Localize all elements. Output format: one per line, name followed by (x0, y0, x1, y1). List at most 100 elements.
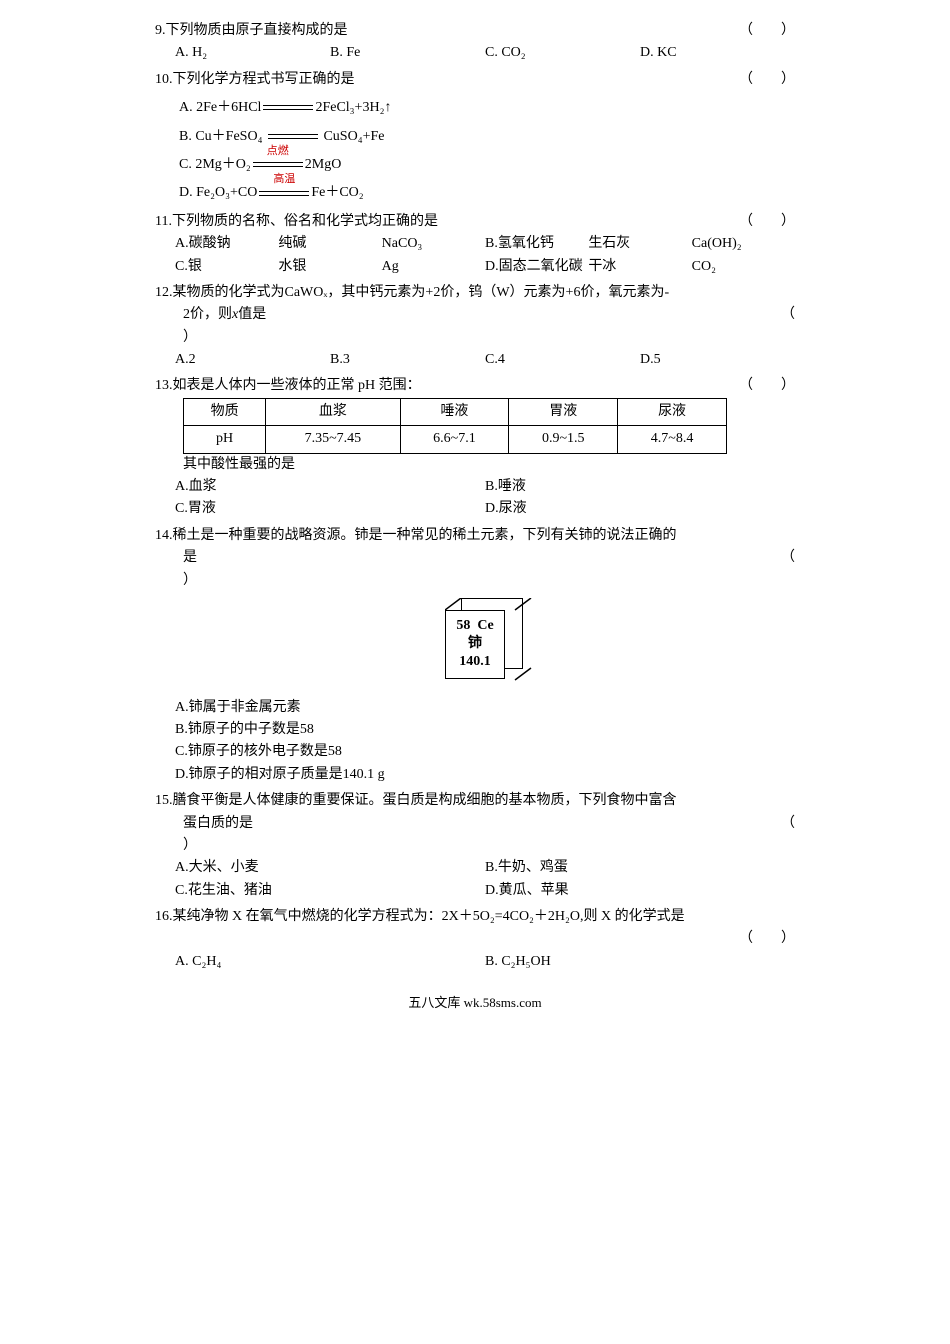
q14-paren: （ (761, 547, 795, 569)
q10a-post: 2FeCl₃+3H₂↑ (315, 100, 391, 115)
q10c-label: 点燃 (267, 143, 289, 161)
question-10: 10.下列化学方程式书写正确的是 （ ） A. 2Fe＋6HCl 2FeCl₃+3… (155, 69, 795, 205)
q13-sub: 其中酸性最强的是 (155, 454, 795, 476)
q10-paren: （ ） (719, 69, 795, 91)
ph-table: 物质 血浆 唾液 胃液 尿液 pH 7.35~7.45 6.6~7.1 0.9~… (183, 398, 727, 454)
q11-d-formula: CO₂ (692, 256, 795, 278)
q11-c-name: C.银 (175, 256, 278, 278)
td-gastric: 0.9~1.5 (509, 426, 618, 453)
q9-opt-d: D. KC (640, 42, 795, 64)
question-16: 16.某纯净物 X 在氧气中燃烧的化学方程式为：2X＋5O₂=4CO₂＋2H₂O… (155, 906, 795, 973)
q11-row2: C.银 水银 Ag D.固态二氧化碳 干冰 CO₂ (155, 256, 795, 278)
q16-opt-a: A. C₂H₄ (175, 951, 485, 973)
q9-options: A. H₂ B. Fe C. CO₂ D. KC (155, 42, 795, 64)
q12-opt-d: D.5 (640, 349, 795, 371)
element-sym: Ce (477, 618, 493, 633)
q12-text2-wrap: 2价，则x值是 (155, 304, 266, 326)
element-name: 铈 (456, 635, 493, 653)
q11-a-formula: NaCO₃ (382, 233, 485, 255)
q11-b-formula: Ca(OH)₂ (692, 233, 795, 255)
q11-b-alias: 生石灰 (588, 233, 691, 255)
q12-text2: 2价，则 (183, 307, 232, 322)
q12-opt-a: A.2 (175, 349, 330, 371)
q10-opt-c: C. 2Mg＋O₂点燃2MgO (155, 154, 795, 176)
q15-text2: 蛋白质的是 (155, 813, 253, 835)
q12-options: A.2 B.3 C.4 D.5 (155, 349, 795, 371)
q9-text: 9.下列物质由原子直接构成的是 (155, 20, 719, 42)
q11-a-name: A.碳酸钠 (175, 233, 278, 255)
q16-text: 16.某纯净物 X 在氧气中燃烧的化学方程式为：2X＋5O₂=4CO₂＋2H₂O… (155, 906, 795, 928)
q14-opt-a: A.铈属于非金属元素 (155, 697, 795, 719)
q14-opt-d: D.铈原子的相对原子质量是140.1 g (155, 764, 795, 786)
q13-opt-a: A.血浆 (175, 476, 485, 498)
q9-paren: （ ） (719, 20, 795, 42)
q16-paren: （ ） (719, 928, 795, 950)
q11-d-alias: 干冰 (588, 256, 691, 278)
td-saliva: 6.6~7.1 (400, 426, 509, 453)
question-9: 9.下列物质由原子直接构成的是 （ ） A. H₂ B. Fe C. CO₂ D… (155, 20, 795, 65)
td-plasma: 7.35~7.45 (266, 426, 400, 453)
q15-opt-b: B.牛奶、鸡蛋 (485, 857, 795, 879)
q11-text: 11.下列物质的名称、俗名和化学式均正确的是 (155, 211, 719, 233)
th-plasma: 血浆 (266, 398, 400, 425)
td-urine: 4.7~8.4 (618, 426, 727, 453)
th-substance: 物质 (184, 398, 266, 425)
q11-paren: （ ） (719, 211, 795, 233)
q13-opt-d: D.尿液 (485, 498, 795, 520)
q11-c-formula: Ag (382, 256, 485, 278)
footer: 五八文库 wk.58sms.com (155, 993, 795, 1014)
q15-text: 15.膳食平衡是人体健康的重要保证。蛋白质是构成细胞的基本物质，下列食物中富含 (155, 790, 795, 812)
element-row1: 58 Ce (456, 617, 493, 635)
q10b-post: CuSO₄+Fe (323, 129, 384, 144)
q10d-pre: D. Fe₂O₃+CO (179, 185, 257, 200)
table-row: 物质 血浆 唾液 胃液 尿液 (184, 398, 727, 425)
q15-opt-d: D.黄瓜、苹果 (485, 880, 795, 902)
q11-d-name: D.固态二氧化碳 (485, 256, 588, 278)
q12-text: 12.某物质的化学式为CaWOₓ，其中钙元素为+2价，钨（W）元素为+6价，氧元… (155, 282, 795, 304)
q13-text: 13.如表是人体内一些液体的正常 pH 范围： (155, 375, 719, 397)
q14-opt-c: C.铈原子的核外电子数是58 (155, 741, 795, 763)
q13-options: A.血浆 B.唾液 C.胃液 D.尿液 (155, 476, 795, 521)
th-saliva: 唾液 (400, 398, 509, 425)
q9-opt-a: A. H₂ (175, 42, 330, 64)
q15-paren: （ (761, 813, 795, 835)
q10-text: 10.下列化学方程式书写正确的是 (155, 69, 719, 91)
q10d-label: 高温 (273, 171, 295, 189)
q14-text: 14.稀土是一种重要的战略资源。铈是一种常见的稀土元素，下列有关铈的说法正确的 (155, 525, 795, 547)
q15-opt-a: A.大米、小麦 (175, 857, 485, 879)
q13-paren: （ ） (719, 375, 795, 397)
q15-options: A.大米、小麦 B.牛奶、鸡蛋 C.花生油、猪油 D.黄瓜、苹果 (155, 857, 795, 902)
q10-opt-a: A. 2Fe＋6HCl 2FeCl₃+3H₂↑ (155, 97, 795, 119)
question-14: 14.稀土是一种重要的战略资源。铈是一种常见的稀土元素，下列有关铈的说法正确的 … (155, 525, 795, 786)
td-ph-label: pH (184, 426, 266, 453)
element-tile: 58 Ce 铈 140.1 (155, 610, 795, 679)
question-12: 12.某物质的化学式为CaWOₓ，其中钙元素为+2价，钨（W）元素为+6价，氧元… (155, 282, 795, 372)
element-mass: 140.1 (456, 653, 493, 671)
th-urine: 尿液 (618, 398, 727, 425)
question-13: 13.如表是人体内一些液体的正常 pH 范围： （ ） 物质 血浆 唾液 胃液 … (155, 375, 795, 520)
q10-opt-d: D. Fe₂O₃+CO高温Fe＋CO₂ (155, 182, 795, 204)
q15-paren2: ） (155, 835, 795, 857)
q12-paren: （ (761, 304, 795, 326)
q11-a-alias: 纯碱 (278, 233, 381, 255)
q10c-pre: C. 2Mg＋O₂ (179, 157, 251, 172)
q11-row1: A.碳酸钠 纯碱 NaCO₃ B.氢氧化钙 生石灰 Ca(OH)₂ (155, 233, 795, 255)
q10-opt-b: B. Cu＋FeSO₄ CuSO₄+Fe (155, 126, 795, 148)
table-row: pH 7.35~7.45 6.6~7.1 0.9~1.5 4.7~8.4 (184, 426, 727, 453)
q12-paren2: ） (155, 327, 795, 349)
q13-opt-b: B.唾液 (485, 476, 795, 498)
q12-text2c: 值是 (238, 307, 266, 322)
q14-text2: 是 (155, 547, 197, 569)
q10b-pre: B. Cu＋FeSO₄ (179, 129, 262, 144)
q11-c-alias: 水银 (278, 256, 381, 278)
q14-paren2: ） (155, 570, 795, 592)
q12-opt-b: B.3 (330, 349, 485, 371)
q16-options: A. C₂H₄ B. C₂H₅OH (155, 951, 795, 973)
q14-opt-b: B.铈原子的中子数是58 (155, 719, 795, 741)
q9-opt-c: C. CO₂ (485, 42, 640, 64)
question-15: 15.膳食平衡是人体健康的重要保证。蛋白质是构成细胞的基本物质，下列食物中富含 … (155, 790, 795, 902)
th-gastric: 胃液 (509, 398, 618, 425)
q10a-pre: A. 2Fe＋6HCl (179, 100, 261, 115)
q10c-post: 2MgO (305, 157, 342, 172)
q11-b-name: B.氢氧化钙 (485, 233, 588, 255)
